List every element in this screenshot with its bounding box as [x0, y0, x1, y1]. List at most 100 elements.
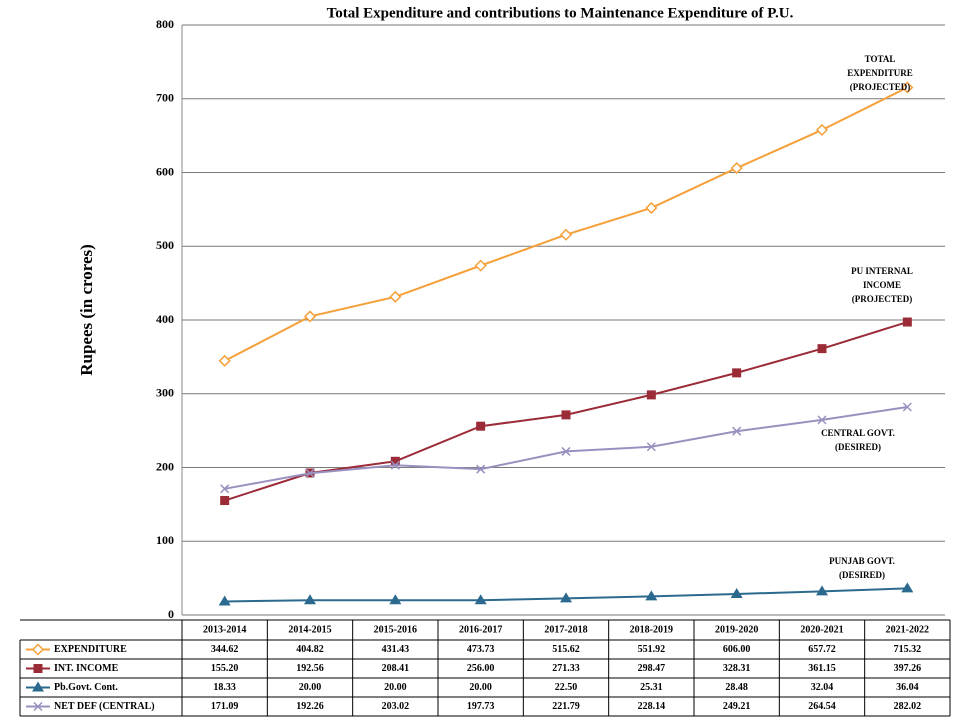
table-value: 397.26: [894, 663, 922, 674]
y-axis-label: Rupees (in crores): [77, 244, 96, 376]
chart-title: Total Expenditure and contributions to M…: [327, 5, 794, 21]
table-value: 22.50: [555, 682, 578, 693]
point-marker: [561, 410, 571, 420]
table-value: 282.02: [894, 701, 922, 712]
point-marker: [474, 594, 487, 605]
point-marker: [559, 228, 573, 241]
x-tick-label: 2014-2015: [288, 624, 331, 635]
point-marker: [732, 426, 742, 436]
point-marker: [390, 460, 400, 470]
x-tick-label: 2018-2019: [630, 624, 673, 635]
annotation: PUNJAB GOVT.: [829, 556, 895, 566]
table-value: 25.31: [640, 682, 663, 693]
point-marker: [901, 582, 914, 593]
point-marker: [730, 162, 743, 175]
y-tick-label: 0: [168, 607, 174, 621]
table-value: 155.20: [211, 663, 239, 674]
table-value: 20.00: [469, 682, 492, 693]
table-value: 36.04: [896, 682, 919, 693]
y-tick-label: 700: [156, 91, 174, 105]
legend-label: INT. INCOME: [54, 663, 119, 674]
x-tick-label: 2020-2021: [800, 624, 843, 635]
table-value: 20.00: [299, 682, 322, 693]
point-marker: [730, 587, 743, 598]
table-value: 18.33: [213, 682, 236, 693]
legend-label: Pb.Govt. Cont.: [54, 682, 118, 693]
table-value: 551.92: [638, 644, 666, 655]
table-value: 249.21: [723, 701, 751, 712]
point-marker: [220, 496, 230, 506]
x-tick-label: 2017-2018: [544, 624, 587, 635]
point-marker: [220, 484, 230, 494]
y-tick-label: 200: [156, 459, 174, 473]
point-marker: [303, 310, 317, 323]
point-marker: [645, 201, 658, 215]
table-value: 606.00: [723, 644, 751, 655]
point-marker: [902, 317, 912, 327]
point-marker: [218, 354, 231, 367]
legend-marker: [33, 701, 43, 712]
y-tick-label: 300: [156, 386, 174, 400]
annotation: EXPENDITURE: [847, 68, 913, 78]
annotation: PU INTERNAL: [851, 266, 913, 276]
y-tick-label: 100: [156, 533, 174, 547]
x-tick-label: 2016-2017: [459, 624, 502, 635]
legend-label: NET DEF (CENTRAL): [54, 701, 155, 712]
table-value: 197.73: [467, 701, 495, 712]
point-marker: [815, 123, 829, 136]
y-tick-label: 800: [156, 17, 174, 31]
table-value: 431.43: [382, 644, 410, 655]
table-value: 171.09: [211, 701, 239, 712]
point-marker: [646, 390, 656, 400]
table-value: 328.31: [723, 663, 751, 674]
table-value: 298.47: [638, 663, 666, 674]
table-value: 657.72: [808, 644, 836, 655]
annotation: (PROJECTED): [850, 82, 911, 92]
annotation: (DESIRED): [839, 570, 885, 580]
table-value: 20.00: [384, 682, 407, 693]
table-value: 361.15: [808, 663, 836, 674]
table-value: 28.48: [725, 682, 748, 693]
annotation: INCOME: [863, 280, 901, 290]
table-value: 515.62: [552, 644, 580, 655]
table-value: 715.32: [894, 644, 922, 655]
point-marker: [304, 594, 316, 605]
annotation: (DESIRED): [835, 442, 881, 452]
x-tick-label: 2013-2014: [203, 624, 246, 635]
table-value: 228.14: [638, 701, 666, 712]
point-marker: [476, 421, 486, 431]
table-value: 256.00: [467, 663, 495, 674]
point-marker: [561, 446, 571, 456]
point-marker: [817, 344, 827, 354]
table-value: 473.73: [467, 644, 495, 655]
table-value: 203.02: [382, 701, 410, 712]
annotation: TOTAL: [865, 54, 896, 64]
table-value: 32.04: [811, 682, 834, 693]
table-value: 271.33: [552, 663, 580, 674]
point-marker: [645, 590, 658, 601]
point-marker: [732, 368, 742, 378]
point-marker: [476, 464, 486, 474]
point-marker: [646, 442, 656, 452]
point-marker: [817, 415, 827, 425]
table-value: 264.54: [808, 701, 836, 712]
table-value: 192.56: [296, 663, 324, 674]
point-marker: [305, 468, 315, 478]
point-marker: [902, 402, 912, 412]
point-marker: [389, 290, 402, 303]
legend-marker: [32, 681, 44, 692]
table-value: 221.79: [552, 701, 580, 712]
y-tick-label: 600: [156, 164, 174, 178]
point-marker: [560, 592, 572, 603]
table-value: 208.41: [382, 663, 410, 674]
point-marker: [389, 594, 402, 605]
legend-marker: [31, 643, 45, 656]
point-marker: [390, 456, 400, 466]
x-tick-label: 2019-2020: [715, 624, 758, 635]
annotation: (PROJECTED): [852, 294, 913, 304]
point-marker: [816, 585, 828, 596]
table-value: 192.26: [296, 701, 324, 712]
legend-marker: [33, 664, 43, 673]
legend-label: EXPENDITURE: [54, 644, 127, 655]
